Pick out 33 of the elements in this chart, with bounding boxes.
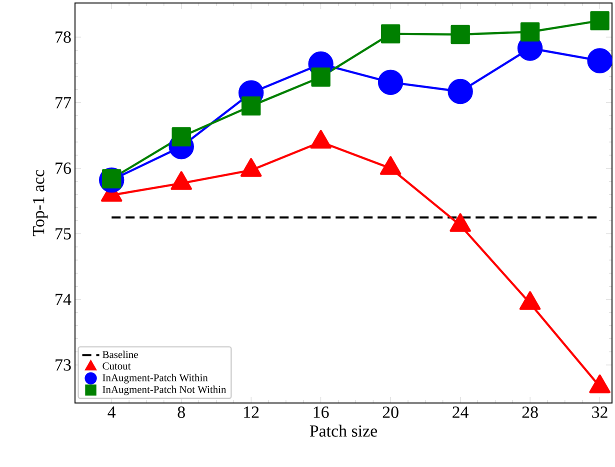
y-tick-label: 77 — [56, 97, 71, 108]
x-tick-label: 8 — [178, 406, 185, 418]
y-tick-label: 75 — [56, 228, 71, 240]
point — [378, 70, 404, 95]
x-tick-label: 32 — [592, 406, 608, 418]
point — [311, 68, 330, 87]
x-tick-label: 28 — [522, 406, 538, 418]
point — [520, 22, 540, 42]
point — [242, 96, 261, 116]
point — [589, 374, 610, 394]
x-tick-label: 16 — [314, 406, 329, 418]
point — [519, 291, 541, 310]
x-tick-label: 4 — [108, 406, 116, 418]
legend-label: Cutout — [102, 362, 131, 370]
x-tick-label: 20 — [382, 406, 398, 418]
x-tick-label: 12 — [244, 406, 259, 418]
legend-label: InAugment-Patch Within — [102, 374, 208, 384]
point — [450, 213, 471, 232]
point — [448, 78, 473, 104]
point — [172, 127, 191, 146]
x-axis-title: Patch size — [310, 424, 378, 437]
y-tick-label: 74 — [56, 294, 72, 305]
y-tick-label: 78 — [56, 31, 71, 43]
point — [450, 24, 470, 44]
y-axis-title: Top-1 acc — [32, 170, 48, 236]
y-tick-label: 76 — [56, 162, 71, 174]
x-tick-label: 24 — [452, 406, 469, 418]
legend-label: InAugment-Patch Not Within — [102, 386, 226, 396]
point — [587, 48, 612, 74]
point — [380, 24, 400, 44]
y-tick-label: 73 — [56, 359, 71, 371]
point — [590, 11, 610, 30]
legend-label: Baseline — [102, 350, 138, 358]
